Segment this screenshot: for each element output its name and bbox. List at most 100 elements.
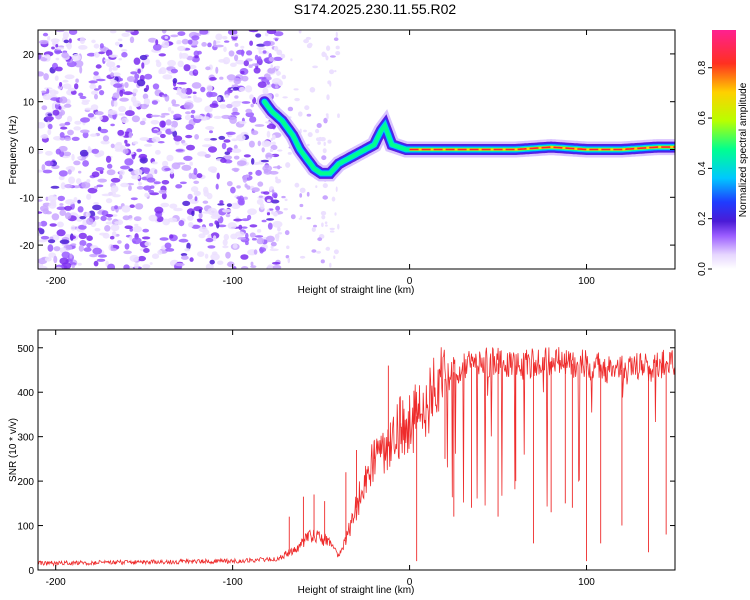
noise-blob bbox=[212, 235, 217, 242]
noise-blob bbox=[143, 185, 152, 191]
noise-blob bbox=[210, 253, 220, 261]
noise-blob bbox=[202, 211, 213, 214]
noise-blob bbox=[207, 166, 218, 173]
noise-blob bbox=[48, 252, 56, 258]
noise-blob bbox=[190, 109, 196, 114]
noise-blob bbox=[54, 75, 59, 81]
noise-blob bbox=[259, 247, 267, 253]
noise-blob bbox=[70, 225, 76, 231]
noise-blob bbox=[267, 157, 271, 160]
noise-blob bbox=[269, 170, 279, 175]
noise-blob bbox=[249, 40, 254, 46]
noise-blob bbox=[245, 108, 253, 114]
noise-blob bbox=[329, 230, 335, 233]
noise-blob bbox=[250, 265, 257, 268]
noise-blob bbox=[165, 248, 175, 252]
noise-blob bbox=[59, 203, 64, 206]
noise-blob bbox=[226, 74, 236, 81]
y-tick-label: 20 bbox=[23, 50, 35, 61]
noise-blob bbox=[275, 205, 280, 211]
noise-blob bbox=[124, 243, 130, 250]
noise-blob bbox=[200, 86, 206, 93]
noise-blob bbox=[162, 74, 173, 80]
noise-blob bbox=[261, 219, 267, 223]
noise-blob bbox=[134, 103, 138, 108]
noise-blob bbox=[144, 73, 153, 80]
noise-blob bbox=[91, 39, 96, 44]
noise-blob bbox=[124, 82, 129, 88]
noise-blob bbox=[77, 199, 81, 204]
ridge-blue bbox=[260, 97, 675, 178]
noise-blob bbox=[55, 148, 61, 155]
noise-blob bbox=[58, 145, 68, 152]
noise-blob bbox=[87, 187, 98, 194]
noise-blob bbox=[92, 204, 102, 211]
noise-blob bbox=[78, 170, 82, 174]
noise-blob bbox=[320, 259, 325, 264]
noise-blob bbox=[67, 169, 72, 175]
noise-blob bbox=[55, 30, 65, 33]
noise-blob bbox=[241, 75, 249, 82]
noise-blob bbox=[274, 233, 280, 239]
noise-blob bbox=[198, 226, 208, 233]
noise-blob bbox=[268, 56, 275, 62]
noise-blob bbox=[139, 54, 148, 61]
noise-blob bbox=[229, 116, 237, 124]
noise-blob bbox=[274, 85, 279, 89]
noise-blob bbox=[262, 165, 273, 172]
noise-blob bbox=[241, 218, 250, 222]
noise-blob bbox=[322, 183, 328, 189]
noise-blob bbox=[175, 184, 183, 189]
noise-blob bbox=[161, 192, 167, 200]
noise-blob bbox=[215, 183, 219, 190]
noise-blob bbox=[269, 148, 274, 152]
noise-blob bbox=[60, 126, 68, 130]
noise-blob bbox=[55, 66, 63, 72]
noise-blob bbox=[160, 115, 166, 118]
noise-blob bbox=[107, 191, 117, 196]
noise-blob bbox=[40, 220, 48, 227]
noise-blob bbox=[159, 120, 166, 128]
noise-blob bbox=[283, 208, 288, 211]
noise-blob bbox=[305, 36, 312, 40]
noise-blob bbox=[118, 58, 122, 61]
noise-blob bbox=[325, 224, 328, 227]
noise-blob bbox=[145, 84, 150, 91]
noise-blob bbox=[256, 229, 262, 233]
noise-blob bbox=[106, 169, 116, 176]
noise-blob bbox=[307, 42, 313, 47]
noise-blob bbox=[276, 49, 283, 56]
noise-blob bbox=[55, 44, 59, 48]
noise-blob bbox=[287, 257, 291, 264]
noise-blob bbox=[91, 171, 100, 178]
noise-blob bbox=[306, 217, 312, 220]
noise-blob bbox=[224, 40, 230, 43]
y-tick-label: 0 bbox=[28, 146, 34, 157]
noise-blob bbox=[150, 114, 161, 118]
noise-blob bbox=[93, 71, 99, 76]
noise-blob bbox=[122, 148, 129, 154]
noise-blob bbox=[270, 137, 273, 142]
noise-blob bbox=[250, 261, 254, 266]
noise-blob bbox=[124, 225, 133, 229]
noise-blob bbox=[209, 130, 213, 134]
noise-blob bbox=[79, 36, 86, 45]
noise-blob bbox=[56, 229, 66, 237]
x-tick-label: 0 bbox=[407, 577, 413, 588]
chart-title: S174.2025.230.11.55.R02 bbox=[294, 1, 457, 17]
noise-blob bbox=[151, 161, 158, 165]
noise-blob bbox=[91, 148, 100, 154]
noise-blob bbox=[132, 240, 136, 244]
noise-blob bbox=[172, 103, 180, 107]
noise-blob bbox=[50, 38, 60, 43]
y-tick-label: 10 bbox=[23, 98, 35, 109]
ridge-outer bbox=[259, 96, 675, 179]
noise-blob bbox=[179, 181, 187, 185]
noise-blob bbox=[183, 102, 194, 110]
noise-blob bbox=[205, 66, 211, 71]
noise-blob bbox=[68, 176, 76, 184]
noise-blob bbox=[181, 87, 187, 94]
noise-blob bbox=[128, 185, 132, 192]
noise-blob bbox=[111, 247, 117, 252]
noise-blob bbox=[335, 186, 338, 192]
